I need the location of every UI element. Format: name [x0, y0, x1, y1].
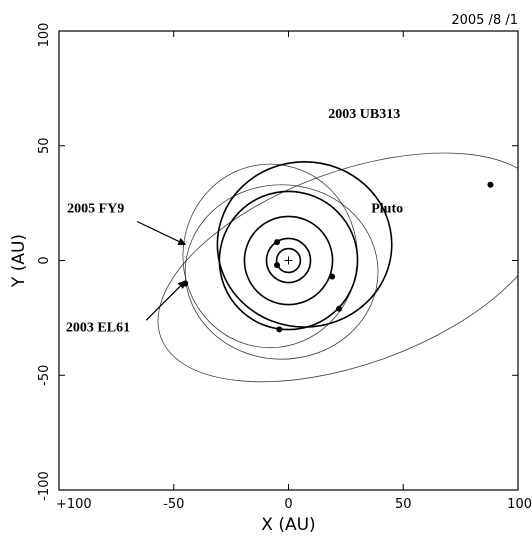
orbit-path — [243, 215, 334, 306]
y-tick-label: 50 — [37, 137, 52, 154]
y-tick-label: 0 — [37, 256, 52, 264]
y-tick-label: 100 — [37, 23, 52, 48]
body-point — [335, 305, 342, 312]
annotation-arrow — [145, 280, 186, 321]
body-point — [274, 262, 281, 269]
x-tick-label: 0 — [284, 497, 292, 512]
orbit-path — [275, 247, 302, 274]
annotation-label: 2005 FY9 — [67, 201, 124, 216]
orbit-path — [184, 184, 379, 360]
x-tick-label: -50 — [163, 497, 184, 512]
orbit-path — [182, 163, 358, 349]
y-tick-label: -100 — [37, 471, 52, 501]
x-tick-label: +100 — [56, 497, 92, 512]
annotation-arrow — [136, 220, 187, 246]
x-tick-label: 100 — [507, 497, 532, 512]
body-point — [274, 239, 281, 246]
x-tick-label: 50 — [395, 497, 412, 512]
body-point — [329, 273, 336, 280]
body-point — [487, 181, 494, 188]
x-axis-title: X (AU) — [261, 515, 315, 535]
orbit-path — [265, 237, 312, 284]
orbit-path — [216, 161, 393, 328]
body-point — [276, 326, 283, 333]
date-label: 2005 /8 /1 — [451, 13, 518, 28]
orbit-path — [157, 152, 518, 383]
annotation-label: 2003 UB313 — [328, 107, 400, 122]
annotation-label: Pluto — [371, 201, 403, 216]
annotation-label: 2003 EL61 — [66, 321, 130, 336]
y-axis-title: Y (AU) — [9, 234, 29, 288]
y-tick-label: -50 — [37, 365, 52, 386]
